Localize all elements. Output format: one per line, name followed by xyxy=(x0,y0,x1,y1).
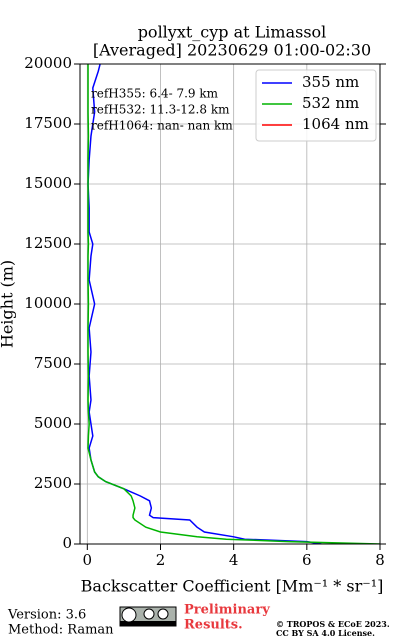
y-tick-label: 7500 xyxy=(34,354,72,372)
y-tick-label: 0 xyxy=(62,534,72,552)
x-tick-label: 2 xyxy=(156,551,166,569)
y-tick-label: 10000 xyxy=(24,294,72,312)
x-tick-label: 8 xyxy=(375,551,385,569)
copyright: © TROPOS & ECoE 2023. xyxy=(276,619,390,629)
annotation: refH355: 6.4- 7.9 km xyxy=(91,87,219,101)
y-tick-label: 20000 xyxy=(24,54,72,72)
data-line xyxy=(87,64,380,544)
cc-badge xyxy=(119,606,177,627)
annotation: refH532: 11.3-12.8 km xyxy=(91,103,230,117)
preliminary: Results. xyxy=(184,618,243,633)
annotation: refH1064: nan- nan km xyxy=(91,119,233,133)
x-axis-label: Backscatter Coefficient [Mm⁻¹ * sr⁻¹] xyxy=(81,577,384,596)
plot-frame xyxy=(79,63,381,545)
preliminary: Preliminary xyxy=(184,603,270,618)
x-tick-label: 4 xyxy=(229,551,239,569)
y-tick-label: 2500 xyxy=(34,474,72,492)
y-tick-label: 5000 xyxy=(34,414,72,432)
legend-label: 532 nm xyxy=(302,94,359,112)
chart-subtitle: [Averaged] 20230629 01:00-02:30 xyxy=(93,41,371,60)
y-axis-label: Height (m) xyxy=(0,260,17,348)
legend xyxy=(255,69,377,142)
version: Version: 3.6 xyxy=(7,608,86,623)
y-tick-label: 12500 xyxy=(24,234,72,252)
chart-title: pollyxt_cyp at Limassol xyxy=(138,23,327,42)
legend-label: 355 nm xyxy=(302,73,359,91)
copyright: CC BY SA 4.0 License. xyxy=(276,628,375,638)
y-tick-label: 15000 xyxy=(24,174,72,192)
x-tick-label: 0 xyxy=(83,551,93,569)
y-tick-label: 17500 xyxy=(24,114,72,132)
method: Method: Raman xyxy=(8,623,114,638)
legend-label: 1064 nm xyxy=(302,115,369,133)
x-tick-label: 6 xyxy=(302,551,312,569)
